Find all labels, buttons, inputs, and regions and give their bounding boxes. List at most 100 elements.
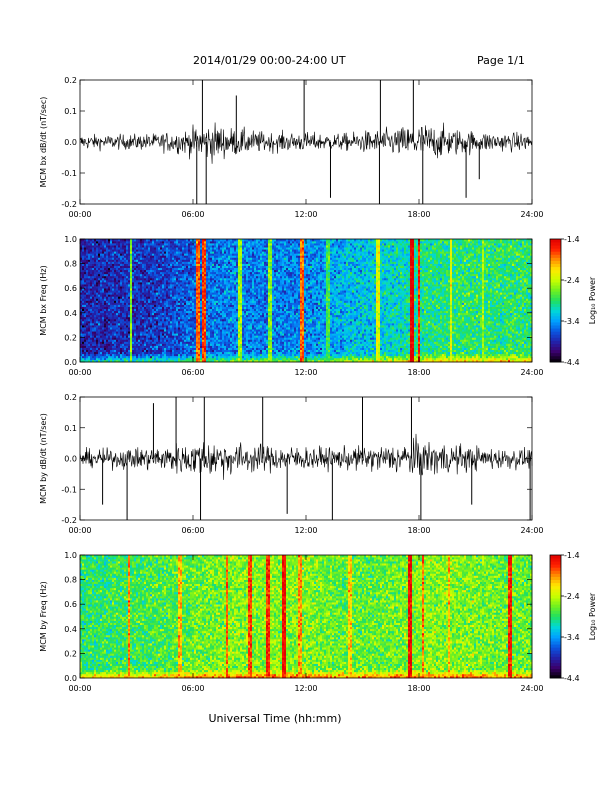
spectrogram-cell bbox=[196, 300, 199, 303]
spectrogram-cell bbox=[176, 353, 179, 357]
spectrogram-cell bbox=[86, 337, 89, 340]
spectrogram-cell bbox=[128, 306, 131, 309]
spectrogram-cell bbox=[90, 243, 93, 246]
spectrogram-cell bbox=[86, 296, 89, 299]
spectrogram-cell bbox=[176, 337, 179, 340]
spectrogram-cell bbox=[142, 269, 145, 273]
spectrogram-cell bbox=[216, 269, 219, 273]
spectrogram-cell bbox=[216, 329, 219, 332]
spectrogram-cell bbox=[130, 349, 133, 353]
spectrogram-cell bbox=[128, 333, 131, 336]
spectrogram-cell bbox=[236, 308, 239, 312]
spectrogram-cell bbox=[134, 316, 137, 320]
spectrogram-cell bbox=[182, 239, 185, 242]
spectrogram-cell bbox=[98, 294, 101, 297]
spectrogram-cell bbox=[146, 357, 149, 361]
spectrogram-cell bbox=[212, 314, 215, 318]
spectrogram-cell bbox=[138, 257, 141, 260]
spectrogram-cell bbox=[220, 255, 223, 258]
spectrogram-cell bbox=[176, 310, 179, 314]
spectrogram-cell bbox=[176, 318, 179, 322]
spectrogram-cell bbox=[222, 329, 225, 332]
spectrogram-cell bbox=[106, 263, 109, 266]
spectrogram-cell bbox=[226, 277, 229, 281]
spectrogram-cell bbox=[142, 298, 145, 301]
spectrogram-cell bbox=[138, 277, 141, 281]
spectrogram-cell bbox=[158, 310, 161, 314]
spectrogram-cell bbox=[100, 259, 103, 262]
spectrogram-cell bbox=[186, 245, 189, 248]
spectrogram-cell bbox=[240, 321, 243, 324]
spectrogram-cell bbox=[120, 253, 123, 256]
spectrogram-cell bbox=[194, 300, 197, 303]
spectrogram-cell bbox=[202, 257, 205, 260]
spectrogram-cell bbox=[196, 241, 199, 244]
spectrogram-cell bbox=[220, 325, 223, 328]
spectrogram-cell bbox=[122, 290, 125, 293]
spectrogram-cell bbox=[130, 353, 133, 357]
spectrogram-cell bbox=[124, 241, 127, 244]
spectrogram-cell bbox=[180, 257, 183, 260]
spectrogram-cell bbox=[130, 318, 133, 322]
spectrogram-cell bbox=[100, 253, 103, 256]
spectrogram-cell bbox=[150, 318, 153, 322]
spectrogram-cell bbox=[154, 343, 157, 346]
spectrogram-cell bbox=[148, 259, 151, 262]
spectrogram-cell bbox=[82, 316, 85, 320]
spectrogram-cell bbox=[90, 323, 93, 326]
spectrogram-cell bbox=[134, 251, 137, 254]
spectrogram-cell bbox=[222, 353, 225, 357]
spectrogram-cell bbox=[196, 267, 199, 271]
spectrogram-cell bbox=[172, 243, 175, 246]
spectrogram-cell bbox=[216, 271, 219, 275]
spectrogram-cell bbox=[202, 273, 205, 277]
spectrogram-cell bbox=[142, 263, 145, 266]
spectrogram-cell bbox=[112, 310, 115, 314]
spectrogram-cell bbox=[232, 269, 235, 273]
spectrogram-cell bbox=[184, 298, 187, 301]
spectrogram-cell bbox=[206, 239, 209, 242]
spectrogram-cell bbox=[90, 284, 93, 287]
spectrogram-cell bbox=[150, 292, 153, 295]
spectrogram-cell bbox=[192, 290, 195, 293]
spectrogram-cell bbox=[122, 357, 125, 361]
spectrogram-cell bbox=[150, 351, 153, 355]
spectrogram-cell bbox=[182, 243, 185, 246]
spectrogram-cell bbox=[182, 310, 185, 314]
spectrogram-cell bbox=[222, 288, 225, 291]
spectrogram-cell bbox=[130, 243, 133, 246]
spectrogram-cell bbox=[212, 294, 215, 297]
spectrogram-cell bbox=[100, 239, 103, 242]
spectrogram-cell bbox=[116, 355, 119, 359]
spectrogram-cell bbox=[134, 245, 137, 248]
spectrogram-cell bbox=[238, 300, 241, 303]
spectrogram-cell bbox=[214, 314, 217, 318]
spectrogram-cell bbox=[136, 355, 139, 359]
spectrogram-cell bbox=[136, 243, 139, 246]
spectrogram-cell bbox=[98, 323, 101, 326]
spectrogram-cell bbox=[112, 318, 115, 322]
spectrogram-cell bbox=[232, 241, 235, 244]
spectrogram-cell bbox=[172, 249, 175, 252]
spectrogram-cell bbox=[176, 308, 179, 312]
spectrogram-cell bbox=[226, 355, 229, 359]
spectrogram-cell bbox=[80, 269, 83, 273]
spectrogram-cell bbox=[244, 306, 247, 309]
spectrogram-cell bbox=[172, 306, 175, 309]
spectrogram-cell bbox=[84, 290, 87, 293]
spectrogram-cell bbox=[184, 306, 187, 309]
spectrogram-cell bbox=[234, 271, 237, 275]
spectrogram-cell bbox=[116, 249, 119, 252]
spectrogram-cell bbox=[188, 261, 191, 264]
spectrogram-cell bbox=[180, 355, 183, 359]
spectrogram-cell bbox=[158, 273, 161, 277]
spectrogram-cell bbox=[232, 310, 235, 314]
spectrogram-cell bbox=[198, 321, 201, 324]
spectrogram-cell bbox=[198, 286, 201, 289]
spectrogram-cell bbox=[90, 304, 93, 307]
spectrogram-cell bbox=[230, 318, 233, 322]
spectrogram-cell bbox=[104, 277, 107, 281]
spectrogram-cell bbox=[162, 306, 165, 309]
spectrogram-cell bbox=[114, 267, 117, 271]
